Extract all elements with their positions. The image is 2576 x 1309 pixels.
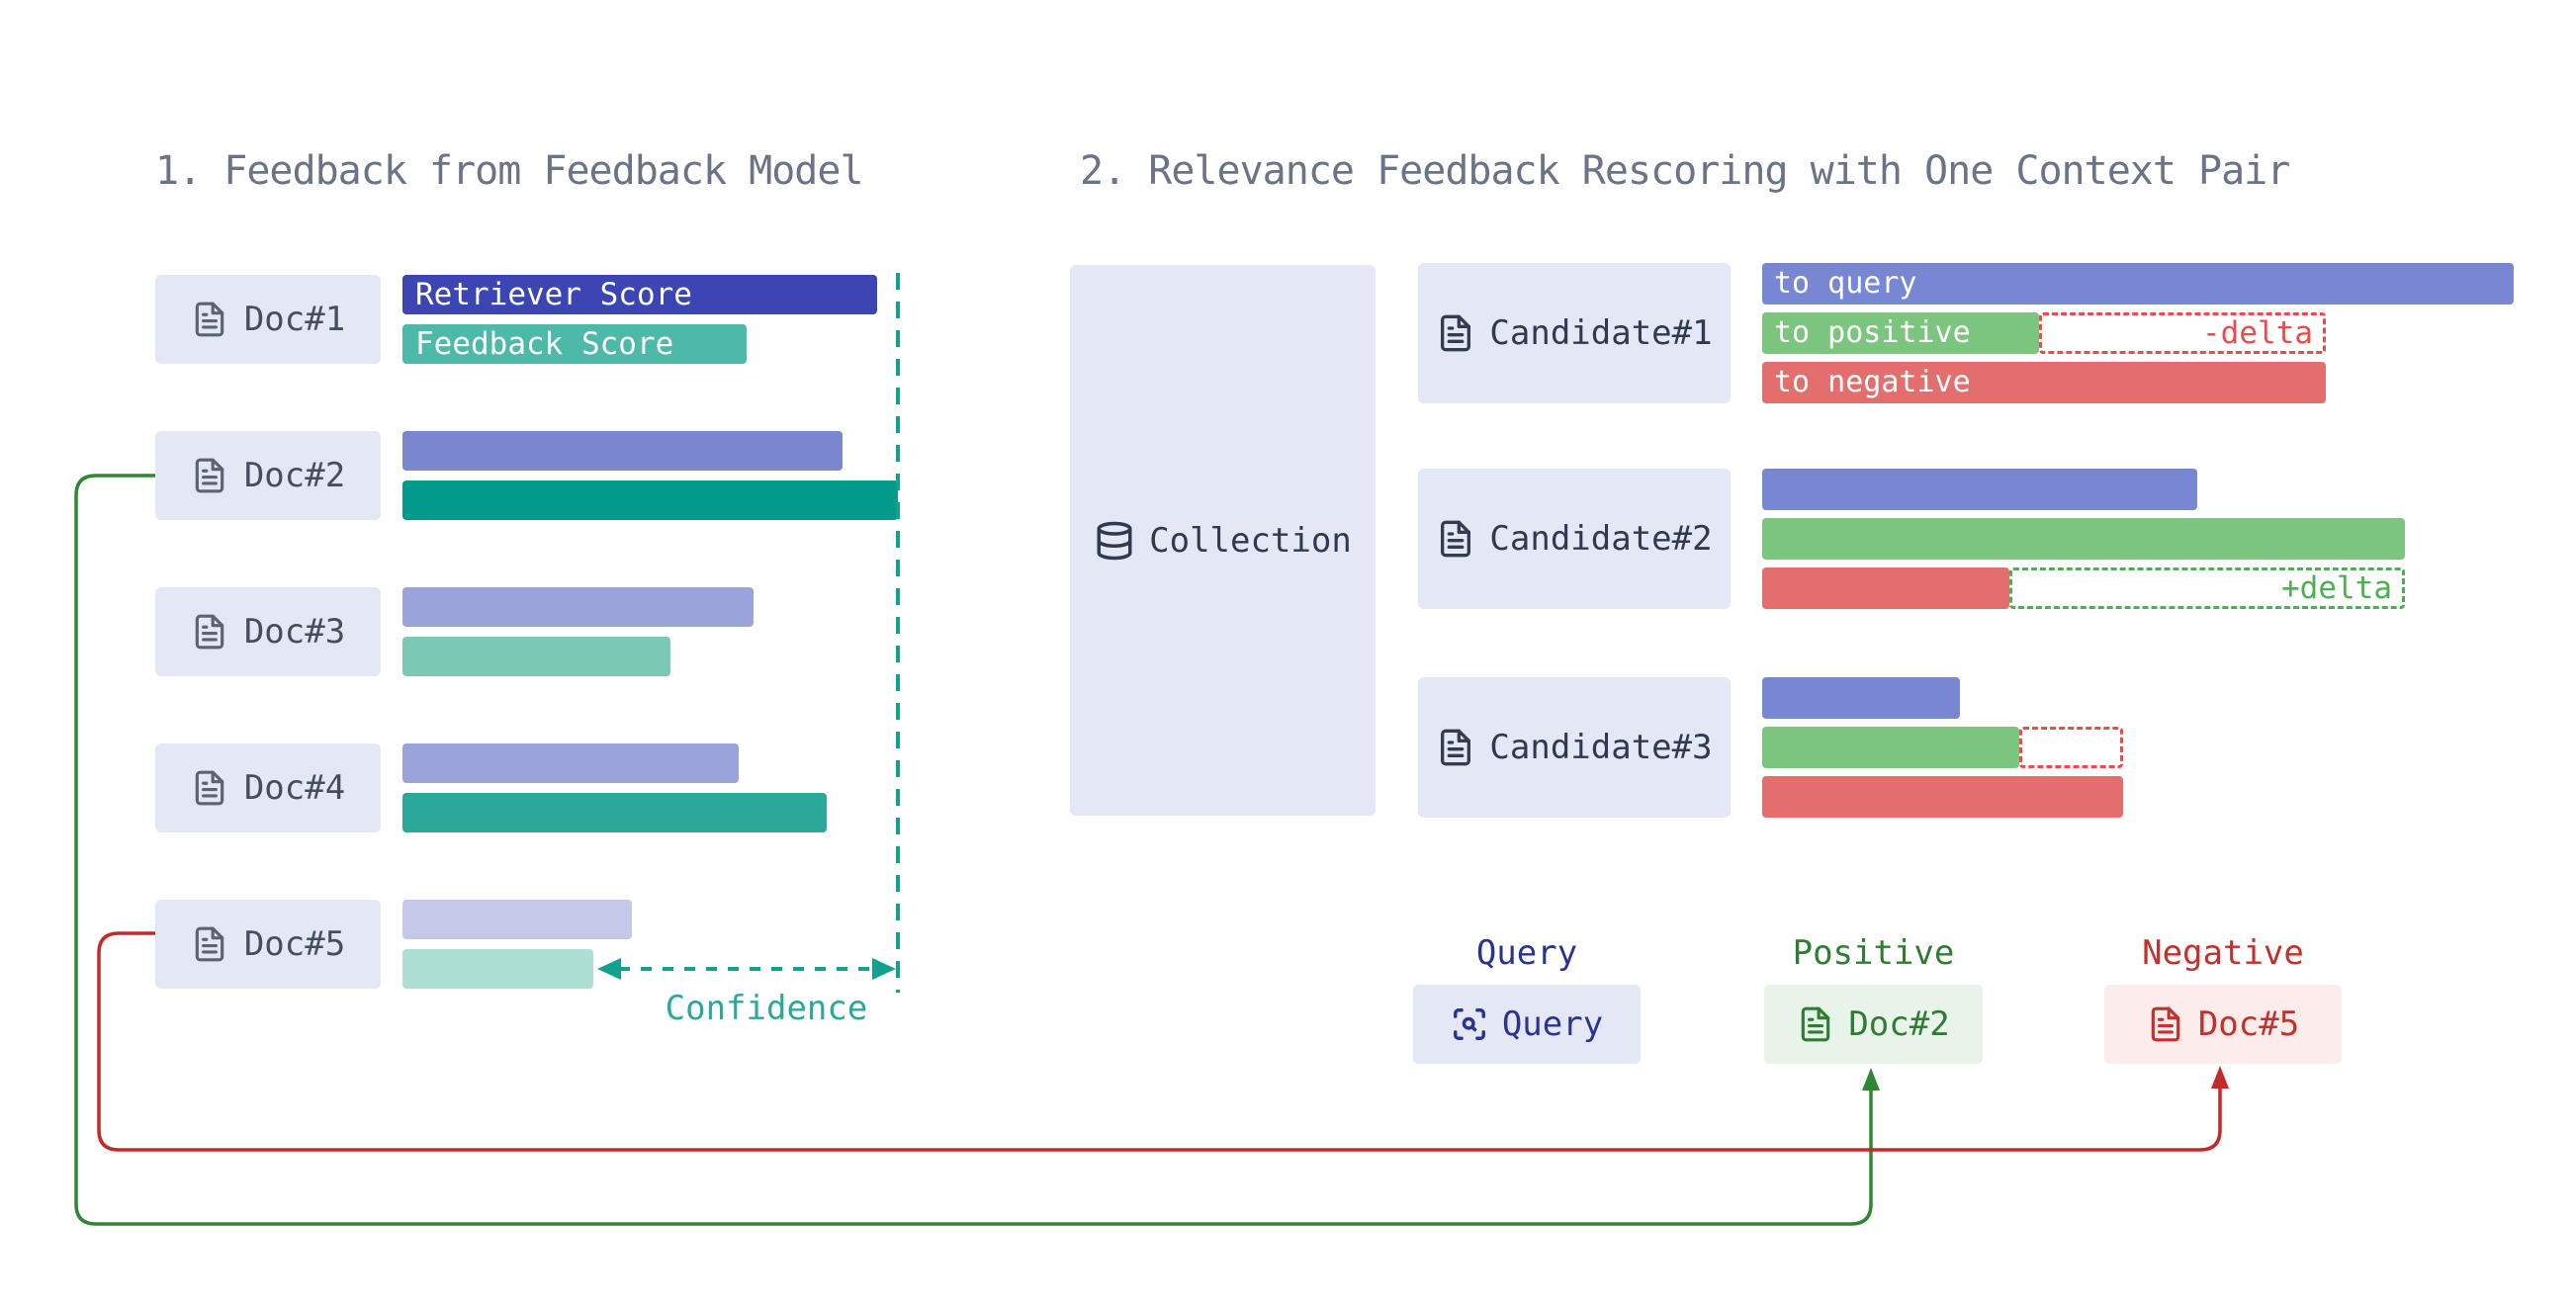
- query-box-label: Query: [1501, 1004, 1604, 1044]
- candidate-row: Candidate#2 +delta: [1418, 469, 2576, 609]
- candidate-label: Candidate#1: [1489, 313, 1713, 353]
- similarity-to-negative-bar: [1762, 567, 2009, 609]
- negative-doc-box: Doc#5: [2104, 985, 2342, 1064]
- file-text-icon: [2151, 1006, 2180, 1042]
- collection-label: Collection: [1149, 520, 1352, 561]
- doc-row: Doc#4: [155, 743, 936, 832]
- similarity-to-positive-bar: [1762, 727, 2019, 768]
- similarity-to-negative-bar: [1762, 776, 2123, 818]
- doc-box: Doc#3: [155, 587, 381, 676]
- similarity-to-negative-bar: to negative: [1762, 362, 2326, 403]
- feedback-score-bar-label: Feedback Score: [415, 326, 674, 362]
- plus-delta-label: +delta: [2281, 570, 2392, 606]
- candidate-row: Candidate#1 to query to positive -delta …: [1418, 263, 2576, 403]
- collection-box: Collection: [1070, 265, 1376, 816]
- similarity-to-query-bar: [1762, 469, 2197, 510]
- doc-box: Doc#2: [155, 431, 381, 520]
- positive-connector-arrowhead: [1862, 1068, 1880, 1091]
- feedback-score-bar: Feedback Score: [402, 324, 747, 364]
- doc-row: Doc#2: [155, 431, 936, 520]
- candidate-box: Candidate#1: [1418, 263, 1731, 403]
- to-negative-bar-label: to negative: [1774, 365, 1971, 399]
- retriever-score-bar: Retriever Score: [402, 275, 877, 314]
- candidate-box: Candidate#3: [1418, 677, 1731, 818]
- file-text-icon: [195, 302, 224, 337]
- retriever-score-bar: [402, 743, 739, 783]
- doc-row: Doc#5: [155, 900, 936, 989]
- file-text-icon: [195, 926, 224, 962]
- feedback-score-bar: [402, 637, 670, 676]
- candidate-box: Candidate#2: [1418, 469, 1731, 609]
- retriever-score-bar: [402, 587, 754, 627]
- positive-doc-label: Doc#2: [1848, 1004, 1950, 1044]
- doc-row: Doc#3: [155, 587, 936, 676]
- file-text-icon: [1441, 729, 1471, 766]
- doc-label: Doc#3: [243, 612, 346, 652]
- section2-title: 2. Relevance Feedback Rescoring with One…: [1080, 148, 2290, 194]
- file-text-icon: [195, 770, 224, 806]
- minus-delta-box: -delta: [2039, 312, 2326, 354]
- section1-title: 1. Feedback from Feedback Model: [155, 148, 864, 194]
- file-text-icon: [195, 614, 224, 650]
- database-icon: [1097, 521, 1132, 560]
- feedback-score-bar: [402, 949, 593, 989]
- positive-doc-box: Doc#2: [1764, 985, 1983, 1064]
- minus-delta-box: [2019, 727, 2123, 768]
- candidate-row: Candidate#3: [1418, 677, 2576, 818]
- file-text-icon: [195, 458, 224, 493]
- candidate-label: Candidate#2: [1489, 519, 1713, 559]
- similarity-to-query-bar: [1762, 677, 1960, 719]
- retriever-score-bar-label: Retriever Score: [415, 277, 692, 312]
- to-positive-bar-label: to positive: [1774, 315, 1971, 350]
- similarity-to-query-bar: to query: [1762, 263, 2514, 305]
- to-query-bar-label: to query: [1774, 266, 1917, 301]
- file-text-icon: [1802, 1006, 1830, 1042]
- retriever-score-bar: [402, 900, 632, 939]
- minus-delta-label: -delta: [2202, 315, 2313, 351]
- doc-label: Doc#5: [243, 924, 346, 964]
- file-text-icon: [1441, 314, 1471, 352]
- doc-box: Doc#1: [155, 275, 381, 364]
- negative-doc-label: Doc#5: [2197, 1004, 2300, 1044]
- negative-connector-arrowhead: [2211, 1066, 2229, 1089]
- file-text-icon: [1441, 520, 1471, 558]
- doc-row: Doc#1 Retriever Score Feedback Score: [155, 275, 936, 364]
- doc-label: Doc#4: [243, 768, 346, 808]
- similarity-to-positive-bar: to positive: [1762, 312, 2039, 354]
- positive-heading: Positive: [1792, 933, 1955, 973]
- confidence-label: Confidence: [665, 989, 868, 1028]
- retriever-score-bar: [402, 431, 843, 471]
- doc-label: Doc#1: [243, 300, 346, 339]
- feedback-score-bar: [402, 793, 827, 832]
- negative-heading: Negative: [2142, 933, 2304, 973]
- doc-box: Doc#4: [155, 743, 381, 832]
- similarity-to-positive-bar: [1762, 518, 2405, 560]
- doc-box: Doc#5: [155, 900, 381, 989]
- candidate-label: Candidate#3: [1489, 728, 1713, 767]
- query-heading: Query: [1475, 933, 1578, 973]
- query-box: Query: [1413, 985, 1641, 1064]
- feedback-score-bar: [402, 480, 898, 520]
- doc-label: Doc#2: [243, 456, 346, 495]
- scan-search-icon: [1453, 1008, 1485, 1040]
- plus-delta-box: +delta: [2009, 567, 2405, 609]
